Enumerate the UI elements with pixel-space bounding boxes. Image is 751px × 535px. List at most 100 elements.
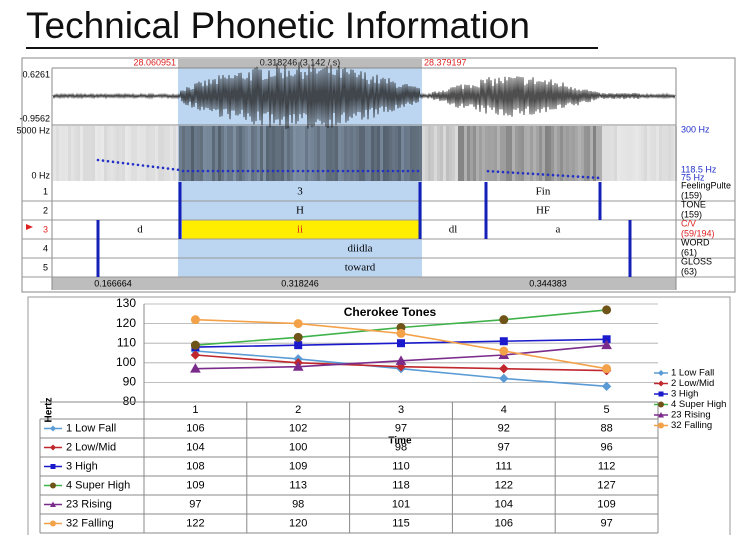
pitch-point	[162, 167, 165, 170]
pitch-point	[197, 170, 200, 173]
pitch-point	[407, 170, 410, 173]
spectrogram-band	[308, 126, 311, 181]
spectrogram-band	[479, 126, 482, 181]
selection-duration: 0.318246 (3.142 / s)	[260, 57, 341, 67]
spectrogram-band	[176, 126, 179, 181]
spectrogram-band	[446, 126, 449, 181]
marker	[500, 338, 507, 345]
spectrogram-band	[545, 126, 548, 181]
spectrogram-band	[125, 126, 128, 181]
pitch-point	[357, 170, 360, 173]
interval-label: a	[556, 224, 561, 236]
pitch-point	[212, 170, 215, 173]
spectrogram-band	[107, 126, 110, 181]
spectrogram-band	[548, 126, 551, 181]
table-cell: 112	[598, 460, 616, 472]
pitch-point	[297, 170, 300, 173]
marker	[191, 341, 199, 349]
spectrogram-band	[416, 126, 419, 181]
pitch-point	[372, 170, 375, 173]
spectrogram-band	[524, 126, 527, 181]
pitch-point	[302, 170, 305, 173]
pitch-point	[277, 170, 280, 173]
table-row-label: 2 Low/Mid	[66, 441, 116, 453]
interval-label: d	[137, 224, 143, 236]
amp-min: -0.9562	[19, 113, 50, 123]
spectrogram-band	[554, 126, 557, 181]
spectrogram-band	[323, 126, 326, 181]
spectrogram-band	[341, 126, 344, 181]
amp-max: 0.6261	[22, 69, 50, 79]
slide-title: Technical Phonetic Information	[26, 5, 530, 46]
spectrogram-band	[131, 126, 134, 181]
table-row-label: 23 Rising	[66, 498, 112, 510]
pitch-point	[177, 168, 180, 171]
pitch-point	[307, 170, 310, 173]
pitch-point	[342, 170, 345, 173]
spectrogram-band	[449, 126, 452, 181]
spectrogram-band	[146, 126, 149, 181]
pitch-point	[222, 170, 225, 173]
legend-label: 4 Super High	[671, 399, 726, 410]
spectrogram-band	[584, 126, 587, 181]
spectrogram-band	[656, 126, 659, 181]
time-end: 28.379197	[424, 57, 467, 67]
spectrogram-band	[152, 126, 155, 181]
spectrogram-band	[239, 126, 242, 181]
spectrogram-band	[116, 126, 119, 181]
spectrogram-band	[173, 126, 176, 181]
spectrogram-band	[200, 126, 203, 181]
interval-label: ii	[297, 224, 303, 236]
pitch-point	[107, 160, 110, 163]
table-cell: 97	[395, 422, 407, 434]
spectrogram-band	[83, 126, 86, 181]
marker	[500, 347, 508, 355]
table-cell: 111	[495, 460, 512, 472]
spectrogram-band	[266, 126, 269, 181]
table-cell: 96	[600, 441, 612, 453]
spectrogram-band	[89, 126, 92, 181]
table-cell: 100	[289, 441, 307, 453]
pitch-point	[512, 171, 515, 174]
pitch-point	[292, 170, 295, 173]
spectrogram-band	[470, 126, 473, 181]
marker	[603, 306, 611, 314]
spectrogram-band	[65, 126, 68, 181]
y-tick-label: 80	[123, 394, 137, 408]
spectrogram-band	[101, 126, 104, 181]
y-tick-label: 120	[116, 316, 136, 330]
spectrogram-band	[593, 126, 596, 181]
pitch-point	[232, 170, 235, 173]
pitch-point	[502, 171, 505, 174]
spectrogram-band	[365, 126, 368, 181]
spectrogram-band	[668, 126, 671, 181]
table-cell: 109	[186, 479, 204, 491]
spectrogram-band	[575, 126, 578, 181]
spectrogram-band	[305, 126, 308, 181]
spectrogram-band	[80, 126, 83, 181]
spectrogram-band	[167, 126, 170, 181]
spectrogram-band	[284, 126, 287, 181]
pitch-point	[227, 170, 230, 173]
spectrogram-band	[236, 126, 239, 181]
spectrogram-band	[434, 126, 437, 181]
spectrogram-band	[638, 126, 641, 181]
spectrogram-band	[182, 126, 185, 181]
spectrogram-band	[650, 126, 653, 181]
tier-number: 3	[43, 224, 48, 234]
spectrogram-band	[59, 126, 62, 181]
pitch-point	[597, 177, 600, 180]
pitch-point	[547, 173, 550, 176]
pitch-point	[312, 170, 315, 173]
spectrogram-band	[590, 126, 593, 181]
legend-marker	[51, 464, 56, 469]
spectrogram-band	[578, 126, 581, 181]
legend-label: 32 Falling	[671, 420, 712, 431]
spectrogram-band	[560, 126, 563, 181]
pitch-point	[112, 161, 115, 164]
spectrogram-band	[452, 126, 455, 181]
table-row-label: 1 Low Fall	[66, 422, 116, 434]
x-tick-label: 4	[501, 404, 507, 416]
x-tick-label: 5	[604, 404, 610, 416]
interval-label: 3	[297, 186, 303, 198]
